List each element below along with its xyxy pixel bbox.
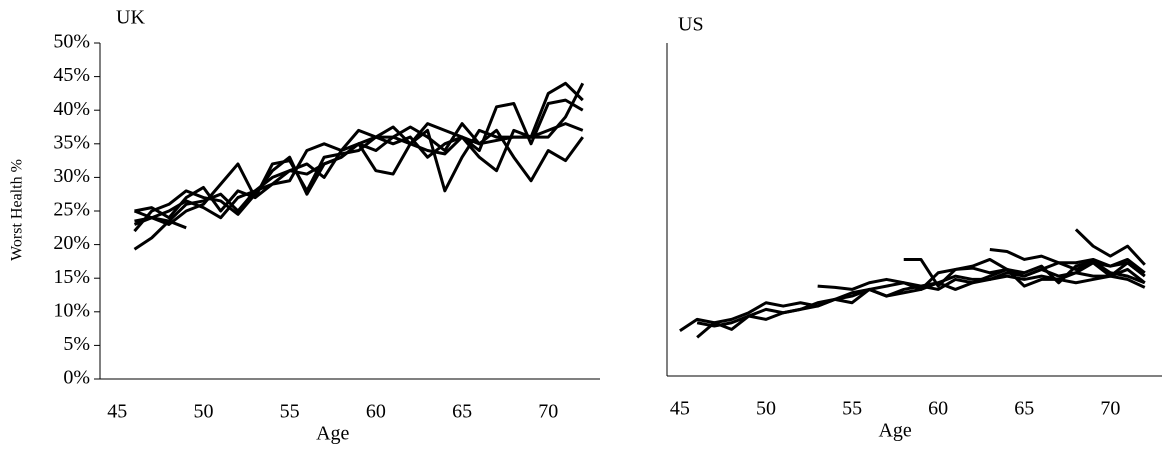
line xyxy=(903,257,1146,288)
line xyxy=(1074,228,1146,266)
x-tick-label: 50 xyxy=(756,398,776,420)
y-tick-label: 35% xyxy=(53,131,90,153)
line xyxy=(133,122,584,226)
line xyxy=(817,261,1146,291)
x-tick-label: 60 xyxy=(928,398,948,420)
line xyxy=(133,82,585,233)
line xyxy=(134,216,187,230)
line xyxy=(989,247,1146,274)
x-tick-label: 55 xyxy=(842,398,862,420)
x-tick-label: 65 xyxy=(1014,398,1034,420)
y-tick-label: 0% xyxy=(63,367,90,389)
x-tick-label: 65 xyxy=(452,401,472,423)
y-tick-label: 45% xyxy=(53,64,90,86)
line xyxy=(696,261,1146,328)
chart-title: UK xyxy=(116,7,145,29)
x-axis-label: Age xyxy=(878,420,911,442)
y-tick-label: 25% xyxy=(53,199,90,221)
x-tick-label: 55 xyxy=(280,401,300,423)
line xyxy=(679,274,1146,332)
x-tick-label: 50 xyxy=(193,401,213,423)
y-tick-label: 20% xyxy=(53,232,90,254)
x-axis-label: Age xyxy=(316,423,349,445)
y-tick-label: 15% xyxy=(53,266,90,288)
y-tick-label: 50% xyxy=(53,31,90,53)
y-tick-label: 30% xyxy=(53,165,90,187)
x-tick-label: 70 xyxy=(1100,398,1120,420)
x-tick-label: 70 xyxy=(538,401,558,423)
y-tick-label: 40% xyxy=(53,98,90,120)
x-tick-label: 60 xyxy=(366,401,386,423)
y-tick-label: 10% xyxy=(53,299,90,321)
x-tick-label: 45 xyxy=(107,401,127,423)
y-axis-label: Worst Health % xyxy=(9,159,26,261)
x-tick-label: 45 xyxy=(670,398,690,420)
chart-title: US xyxy=(678,14,704,36)
y-tick-label: 5% xyxy=(63,333,90,355)
